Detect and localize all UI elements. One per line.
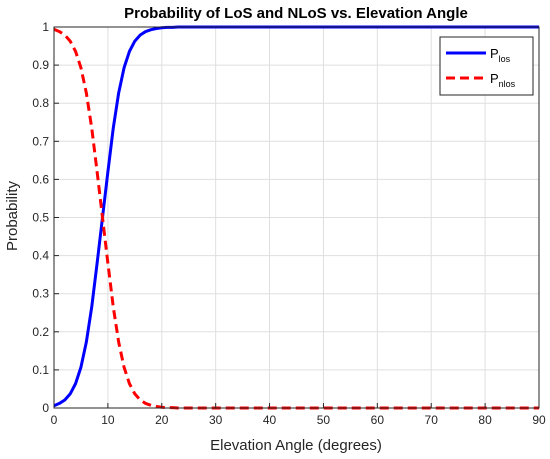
x-tick-label: 10	[101, 413, 115, 427]
legend-label-los: Plos	[490, 46, 511, 64]
y-tick-label: 0.6	[32, 172, 49, 186]
y-axis-label: Probability	[4, 180, 21, 251]
x-tick-label: 70	[425, 413, 439, 427]
legend-box	[439, 36, 534, 96]
y-tick-label: 0.8	[32, 96, 49, 110]
x-axis: 0 10 20 30 40 50 60 70 80 90	[51, 403, 546, 427]
legend-label-nlos: Pnlos	[490, 71, 516, 89]
legend: Plos Pnlos	[439, 36, 534, 96]
y-tick-label: 0	[42, 401, 49, 415]
y-tick-label: 0.3	[32, 287, 49, 301]
x-tick-label: 80	[478, 413, 492, 427]
y-axis: 0 0.1 0.2 0.3 0.4 0.5 0.6 0.7 0.8 0.9 1	[32, 20, 59, 415]
x-axis-label: Elevation Angle (degrees)	[210, 437, 382, 454]
x-tick-label: 0	[51, 413, 58, 427]
y-tick-label: 1	[42, 20, 49, 34]
y-tick-label: 0.1	[32, 363, 49, 377]
y-tick-label: 0.4	[32, 249, 49, 263]
x-tick-label: 50	[317, 413, 331, 427]
y-tick-label: 0.7	[32, 134, 49, 148]
x-tick-label: 40	[263, 413, 277, 427]
x-tick-label: 90	[532, 413, 546, 427]
y-tick-label: 0.2	[32, 325, 49, 339]
x-tick-label: 20	[155, 413, 169, 427]
y-tick-label: 0.5	[32, 211, 49, 225]
x-tick-label: 60	[371, 413, 385, 427]
chart-title: Probability of LoS and NLoS vs. Elevatio…	[124, 5, 468, 22]
grid	[54, 27, 539, 408]
x-tick-label: 30	[209, 413, 223, 427]
y-tick-label: 0.9	[32, 58, 49, 72]
